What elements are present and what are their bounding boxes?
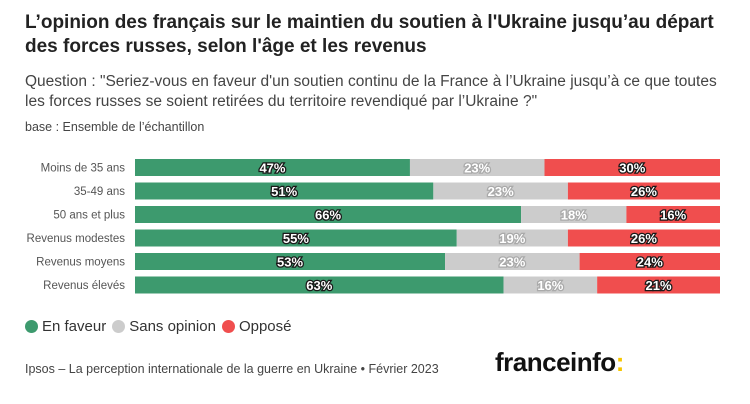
bar-segment [135,159,410,176]
franceinfo-logo: franceinfo: [495,347,624,378]
data-label: 23% [464,161,490,176]
bar-segment [135,182,434,200]
category-label: Revenus modestes [27,233,126,245]
category-label: Revenus élevés [43,280,125,292]
bar-segment [544,159,720,176]
bar-segment [567,182,720,200]
data-label: 26% [631,184,657,199]
data-label: 51% [271,184,297,199]
data-label: 55% [283,231,309,246]
stacked-bar-chart: Moins de 35 ans 47% 23% 30% 35-49 ans 51% 23% 2… [27,159,720,294]
data-label: 66% [315,208,341,223]
bar-segment [456,229,568,247]
bar-segment [521,206,627,223]
data-label: 16% [537,278,563,293]
data-label: 24% [637,255,663,270]
chart-legend: En faveur Sans opinion Opposé [25,318,298,335]
data-label: 18% [561,208,587,223]
chart-title: L’opinion des français sur le maintien d… [25,12,714,57]
category-label: 50 ans et plus [53,210,125,222]
data-label: 19% [499,231,525,246]
bar-segment [579,253,720,270]
legend-item: En faveur [25,318,106,335]
data-label: 26% [631,231,657,246]
brand-colon: : [615,347,625,377]
data-label: 53% [277,255,303,270]
data-label: 47% [259,161,285,176]
source-note: Ipsos – La perception internationale de … [25,362,439,376]
legend-label: En faveur [42,318,107,335]
bar-segment [433,182,568,200]
bar-segment [503,276,598,294]
bar-segment [626,206,720,223]
bar-segment [135,206,522,223]
legend-label: Opposé [238,318,292,335]
legend-item: Opposé [221,318,292,335]
bar-segment [135,276,504,294]
legend-item: Sans opinion [112,318,216,335]
bar-segment [597,276,720,294]
sample-note: base : Ensemble de l’échantillon [25,120,205,134]
category-label: 35-49 ans [74,186,125,198]
bar-segment [135,253,446,270]
chart-subtitle: Question : "Seriez-vous en faveur d'un s… [25,73,717,110]
data-label: 23% [488,184,514,199]
legend-swatch [112,320,126,333]
data-label: 30% [619,161,645,176]
bar-segment [409,159,545,176]
brand-name: franceinfo [495,347,616,377]
bar-segment [445,253,580,270]
legend-swatch [25,320,38,333]
bar-segment [567,229,720,247]
legend-swatch [221,320,235,333]
category-label: Revenus moyens [36,257,125,269]
legend-label: Sans opinion [129,318,216,335]
data-label: 63% [306,278,332,293]
category-label: Moins de 35 ans [41,163,126,175]
data-label: 21% [646,278,672,293]
data-label: 16% [660,208,686,223]
bar-segment [135,229,457,247]
data-label: 23% [499,255,525,270]
